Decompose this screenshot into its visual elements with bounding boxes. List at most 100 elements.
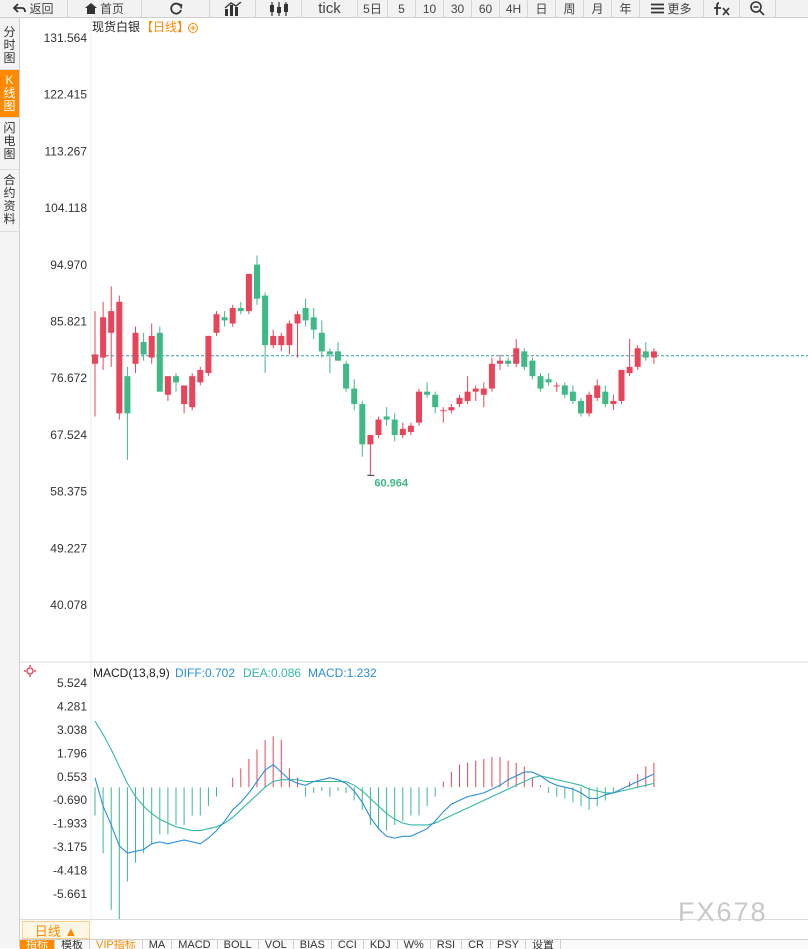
candle-body — [148, 335, 155, 358]
candle — [545, 373, 552, 386]
candle-body — [221, 317, 228, 321]
macd-tick-label: 5.524 — [57, 676, 87, 690]
candle-body — [100, 317, 107, 358]
candle-body — [375, 419, 382, 436]
candle — [480, 382, 487, 408]
indicator-tab[interactable]: PSY — [491, 940, 527, 949]
candle — [335, 342, 341, 361]
candle-body — [367, 435, 374, 445]
dea-line — [94, 720, 655, 832]
candle-body — [480, 388, 487, 395]
formula-button[interactable] — [704, 0, 740, 17]
add-indicator-icon[interactable] — [188, 23, 198, 33]
indicator-tab[interactable]: MACD — [172, 940, 218, 949]
candle — [173, 373, 179, 392]
candle — [610, 394, 617, 411]
zoom-out-button[interactable] — [740, 0, 776, 17]
diff-line — [94, 763, 655, 854]
indicator-tab[interactable]: 模板 — [55, 940, 90, 949]
back-arrow-icon — [13, 3, 27, 13]
indicator-tab[interactable]: RSI — [431, 940, 463, 949]
candle-body — [521, 351, 528, 367]
candle — [416, 388, 422, 426]
period-tag: 【日线】 — [141, 20, 189, 34]
candle — [197, 366, 204, 386]
tab-time-sharing[interactable]: 分时图 — [0, 22, 19, 70]
candle-body — [391, 419, 398, 436]
price-tick-label: 131.564 — [44, 31, 88, 45]
home-button[interactable]: 首页 — [68, 0, 142, 17]
indicator-tab[interactable]: 指标 — [20, 940, 55, 949]
candle — [367, 435, 374, 476]
indicator-tab[interactable]: CCI — [332, 940, 364, 949]
indicator-tab[interactable]: BIAS — [294, 940, 332, 949]
period-week[interactable]: 周 — [556, 0, 584, 17]
candle — [205, 335, 212, 377]
candle — [100, 301, 107, 370]
period-30m[interactable]: 30 — [444, 0, 472, 17]
candle — [553, 382, 560, 392]
period-5m[interactable]: 5 — [388, 0, 416, 17]
tab-contract-info-label: 合约资料 — [3, 173, 16, 226]
tab-lightning[interactable]: 闪电图 — [0, 118, 19, 170]
candle-body — [270, 335, 277, 346]
candle-body — [529, 360, 536, 377]
candle-body — [351, 388, 358, 405]
indicator-tab[interactable]: BOLL — [218, 940, 259, 949]
tab-contract-info[interactable]: 合约资料 — [0, 170, 19, 232]
macd-histogram — [94, 736, 655, 920]
price-y-axis: 131.564 122.415 113.267 104.118 94.970 85.821… — [44, 31, 88, 612]
candle — [359, 400, 366, 457]
candle — [294, 311, 301, 358]
period-60m[interactable]: 60 — [472, 0, 500, 17]
back-button[interactable]: 返回 — [0, 0, 68, 17]
candle — [124, 366, 131, 460]
candle — [472, 385, 479, 401]
tab-time-sharing-label: 分时图 — [3, 25, 16, 65]
period-year[interactable]: 年 — [612, 0, 640, 17]
indicator-tab[interactable]: VIP指标 — [90, 940, 143, 949]
candle — [464, 376, 471, 405]
candle-body — [116, 301, 123, 414]
macd-settings-icon[interactable] — [24, 665, 36, 677]
more-button[interactable]: 更多 — [640, 0, 704, 17]
low-annotation: 60.964 — [367, 474, 409, 489]
indicator-tab[interactable]: 设置 — [526, 940, 562, 949]
indicator-tab[interactable]: MA — [143, 940, 173, 949]
period-day[interactable]: 日 — [528, 0, 556, 17]
candle — [245, 273, 252, 315]
indicator-tab[interactable]: VOL — [259, 940, 294, 949]
menu-icon — [651, 3, 665, 14]
candle — [310, 307, 317, 339]
candle-body — [456, 397, 463, 405]
tab-kline[interactable]: K线图 — [0, 70, 19, 118]
candle-body — [343, 363, 350, 389]
candle-body — [108, 311, 115, 333]
period-month[interactable]: 月 — [584, 0, 612, 17]
candle — [594, 379, 601, 401]
indicator-tab[interactable]: KDJ — [364, 940, 398, 949]
candle — [513, 338, 520, 367]
tick-button[interactable]: tick — [302, 0, 358, 17]
refresh-button[interactable] — [142, 0, 210, 17]
candle-body — [254, 264, 260, 299]
candle-body — [407, 425, 414, 432]
macd-tick-label: 0.553 — [57, 770, 87, 784]
period-10m[interactable]: 10 — [416, 0, 444, 17]
period-5d[interactable]: 5日 — [358, 0, 388, 17]
indicator-tab[interactable]: CR — [462, 940, 491, 949]
candle-body — [189, 376, 196, 408]
candles-icon — [269, 1, 288, 16]
period-selector[interactable]: 日线 ▲ — [22, 921, 90, 939]
bar-chart-button[interactable] — [210, 0, 256, 17]
candle-body — [278, 335, 285, 346]
candle-body — [286, 323, 293, 346]
candle — [586, 391, 593, 417]
candle — [521, 348, 528, 370]
candle — [164, 376, 171, 401]
indicator-tab[interactable]: W% — [398, 940, 431, 949]
candle-chart-button[interactable] — [256, 0, 302, 17]
period-4h[interactable]: 4H — [500, 0, 528, 17]
candle — [132, 326, 139, 374]
